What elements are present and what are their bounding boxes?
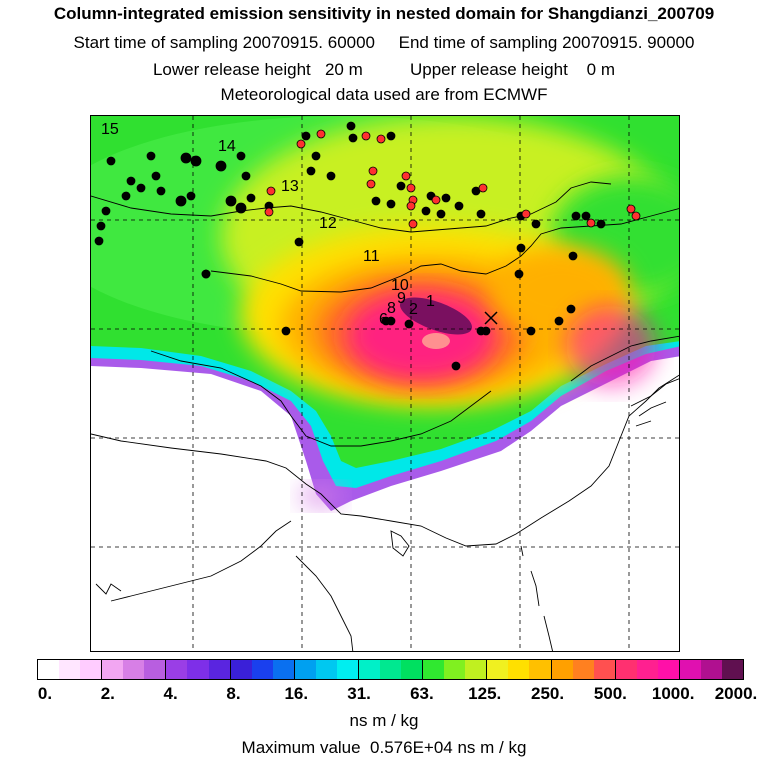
day-label-9: 9: [397, 290, 406, 307]
colorbar-segment: [572, 660, 594, 679]
colorbar-segment: [444, 660, 466, 679]
page-title: Column-integrated emission sensitivity i…: [53, 4, 715, 23]
release-height-line: Lower release height 20 m Upper release …: [152, 60, 616, 79]
colorbar-segment: [123, 660, 145, 679]
colorbar-segment: [336, 660, 358, 679]
receptor-x-mark: [484, 311, 498, 325]
colorbar-tick-label: 4.: [163, 684, 178, 703]
colorbar-segment: [38, 660, 60, 679]
colorbar-segment: [678, 660, 701, 679]
colorbar-tick-label: 0.: [37, 684, 53, 703]
sensitivity-map: 15 14 13 12 11 10 9 8 6 1 2: [90, 115, 680, 652]
colorbar: [37, 659, 744, 680]
colorbar-segment: [59, 660, 81, 679]
colorbar-tick-label: 63.: [410, 684, 434, 703]
colorbar-tick-label: 2.: [100, 684, 115, 703]
colorbar-tick-label: 8.: [226, 684, 241, 703]
day-label-11: 11: [363, 248, 380, 265]
colorbar-segment: [272, 660, 294, 679]
colorbar-tick-label: 500.: [593, 684, 627, 703]
coastlines: [91, 181, 679, 651]
colorbar-segment: [380, 660, 402, 679]
day-labels: 15 14 13 12 11 10 9 8 6 1 2: [101, 121, 435, 328]
map-svg: 15 14 13 12 11 10 9 8 6 1 2: [91, 116, 679, 651]
colorbar-segment: [593, 660, 615, 679]
day-label-10: 10: [391, 277, 409, 294]
day-label-12: 12: [319, 215, 337, 232]
colorbar-segment: [251, 660, 273, 679]
met-data-line: Meteorological data used are from ECMWF: [220, 85, 548, 104]
colorbar-segment: [357, 660, 380, 679]
colorbar-segment: [80, 660, 102, 679]
colorbar-tick-labels: 0. 2. 4. 8. 16. 31. 63. 125. 250. 500. 1000. 2000.: [0, 684, 768, 704]
colorbar-segment: [636, 660, 658, 679]
colorbar-segment: [465, 660, 487, 679]
colorbar-tick-label: 16.: [284, 684, 309, 703]
colorbar-tick-label: 1000.: [651, 684, 695, 703]
sampling-time-line: Start time of sampling 20070915. 60000 E…: [73, 33, 695, 52]
colorbar-segment: [293, 660, 316, 679]
colorbar-tick-label: 2000.: [714, 684, 758, 703]
colorbar-segment: [529, 660, 551, 679]
trajectory-markers: [94, 121, 641, 371]
colorbar-segment: [101, 660, 124, 679]
colorbar-segment: [486, 660, 509, 679]
day-label-6: 6: [379, 311, 388, 328]
day-label-15: 15: [101, 121, 119, 138]
colorbar-segment: [722, 660, 744, 679]
colorbar-segment: [165, 660, 188, 679]
unit-label: ns m / kg: [349, 711, 419, 730]
colorbar-segment: [187, 660, 209, 679]
colorbar-segment: [700, 660, 722, 679]
colorbar-segment: [229, 660, 252, 679]
sensitivity-field: [91, 116, 679, 511]
colorbar-segment: [315, 660, 337, 679]
colorbar-segment: [657, 660, 679, 679]
colorbar-segment: [401, 660, 423, 679]
colorbar-tick-label: 250.: [530, 684, 565, 703]
day-label-1: 1: [426, 293, 435, 310]
day-label-13: 13: [281, 178, 299, 195]
colorbar-segment: [508, 660, 530, 679]
day-label-2: 2: [409, 301, 418, 318]
colorbar-segment: [550, 660, 573, 679]
colorbar-segment: [144, 660, 166, 679]
colorbar-segment: [614, 660, 637, 679]
colorbar-tick-label: 125.: [468, 684, 502, 703]
maximum-value-label: Maximum value 0.576E+04 ns m / kg: [241, 738, 527, 757]
colorbar-tick-label: 31.: [347, 684, 371, 703]
day-label-8: 8: [387, 300, 396, 317]
colorbar-segment: [422, 660, 445, 679]
day-label-14: 14: [218, 138, 236, 155]
colorbar-segment: [208, 660, 230, 679]
